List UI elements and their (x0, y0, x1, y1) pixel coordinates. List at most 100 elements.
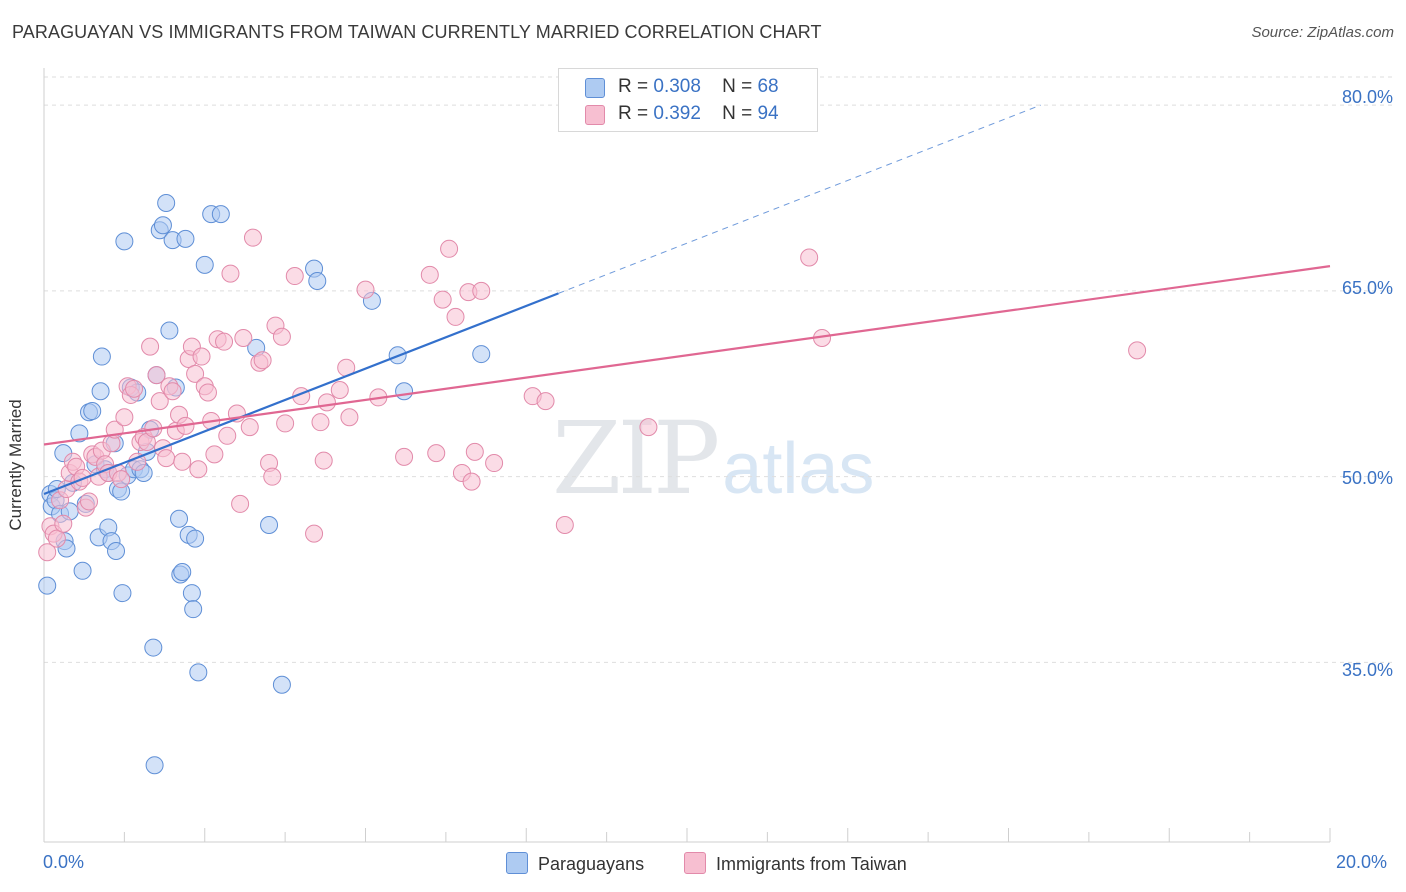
y-tick-label: 65.0% (1341, 278, 1393, 298)
taiwan-point (317, 393, 336, 412)
r-value: 0.308 (653, 76, 701, 97)
taiwan-point (272, 327, 291, 346)
paraguayan-point (160, 321, 179, 340)
paraguayan-point (184, 600, 203, 619)
taiwan-point (536, 392, 555, 411)
paraguayan-point (176, 229, 195, 248)
taiwan-point (472, 281, 491, 300)
taiwan-point (1128, 341, 1147, 360)
taiwan-point (433, 290, 452, 309)
taiwan-point (157, 449, 176, 468)
taiwan-point (215, 332, 234, 351)
taiwan-point (340, 408, 359, 427)
taiwan-point (420, 265, 439, 284)
taiwan-point (54, 514, 73, 533)
paraguayan-point (73, 561, 92, 580)
legend-item-paraguayans: Paraguayans (506, 852, 644, 876)
taiwan-point (80, 492, 99, 511)
paraguayan-trend-line (43, 292, 559, 496)
taiwan-point (112, 470, 131, 489)
taiwan-point (485, 454, 504, 473)
paraguayan-point (157, 193, 176, 212)
taiwan-point (125, 379, 144, 398)
paraguayan-point (70, 424, 89, 443)
paraguayan-point (195, 255, 214, 274)
taiwan-point (276, 414, 295, 433)
watermark-zip: ZIP (552, 400, 720, 517)
taiwan-trend-line (43, 265, 1331, 446)
r-label: R = (618, 103, 649, 124)
taiwan-point (314, 451, 333, 470)
r-label: R = (618, 76, 649, 97)
taiwan-point (205, 445, 224, 464)
taiwan-point (427, 444, 446, 463)
taiwan-point (141, 337, 160, 356)
taiwan-point (800, 248, 819, 267)
y-tick-label: 50.0% (1341, 468, 1393, 488)
watermark: ZIPatlas (552, 400, 874, 517)
paraguayan-point (173, 563, 192, 582)
y-axis-title: Currently Married (6, 399, 25, 531)
paraguayan-point (189, 663, 208, 682)
n-label: N = (722, 76, 753, 97)
blue-swatch-icon (585, 78, 605, 98)
taiwan-point (186, 364, 205, 383)
taiwan-point (639, 418, 658, 437)
paraguayan-point (145, 756, 164, 775)
taiwan-point (240, 418, 259, 437)
legend-label: Paraguayans (538, 854, 645, 874)
taiwan-point (234, 328, 253, 347)
taiwan-point (311, 413, 330, 432)
paraguayan-point (260, 515, 279, 534)
taiwan-point (446, 307, 465, 326)
taiwan-point (555, 515, 574, 534)
paraguayan-point (83, 402, 102, 421)
taiwan-point (440, 239, 459, 258)
paraguayan-point (211, 205, 230, 224)
taiwan-point (198, 383, 217, 402)
paraguayan-point (144, 638, 163, 657)
y-tick-label: 35.0% (1341, 660, 1393, 680)
paraguayan-point (115, 232, 134, 251)
taiwan-point (263, 467, 282, 486)
correlation-legend: R = 0.308 N = 68 R = 0.392 N = 94 (558, 68, 818, 132)
taiwan-point (231, 494, 250, 513)
paraguayan-point (38, 576, 57, 595)
taiwan-point (356, 280, 375, 299)
source-label: Source: ZipAtlas.com (1251, 24, 1394, 41)
paraguayan-point (186, 529, 205, 548)
paraguayan-point (107, 541, 126, 560)
taiwan-point (253, 351, 272, 370)
paraguayan-point (272, 675, 291, 694)
paraguayan-trend-extension (558, 104, 1041, 294)
y-tick-label: 80.0% (1341, 87, 1393, 107)
taiwan-point (173, 452, 192, 471)
blue-swatch-icon (506, 852, 528, 874)
taiwan-point (243, 228, 262, 247)
r-value: 0.392 (653, 103, 701, 124)
taiwan-point (115, 408, 134, 427)
paraguayan-point (182, 584, 201, 603)
taiwan-point (285, 267, 304, 286)
taiwan-point (462, 472, 481, 491)
x-tick-label-min: 0.0% (43, 852, 85, 872)
paraguayan-point (113, 584, 132, 603)
taiwan-point (189, 460, 208, 479)
n-label: N = (722, 103, 753, 124)
taiwan-point (192, 347, 211, 366)
taiwan-point (305, 524, 324, 543)
taiwan-point (47, 529, 66, 548)
watermark-atlas: atlas (722, 429, 875, 509)
legend-item-taiwan: Immigrants from Taiwan (684, 852, 907, 876)
legend-label: Immigrants from Taiwan (716, 854, 907, 874)
taiwan-point (163, 382, 182, 401)
taiwan-point (218, 426, 237, 445)
n-value: 94 (757, 103, 779, 124)
taiwan-point (465, 442, 484, 461)
n-value: 68 (757, 76, 779, 97)
taiwan-point (38, 543, 57, 562)
taiwan-point (330, 380, 349, 399)
paraguayan-point (91, 382, 110, 401)
taiwan-point (150, 392, 169, 411)
